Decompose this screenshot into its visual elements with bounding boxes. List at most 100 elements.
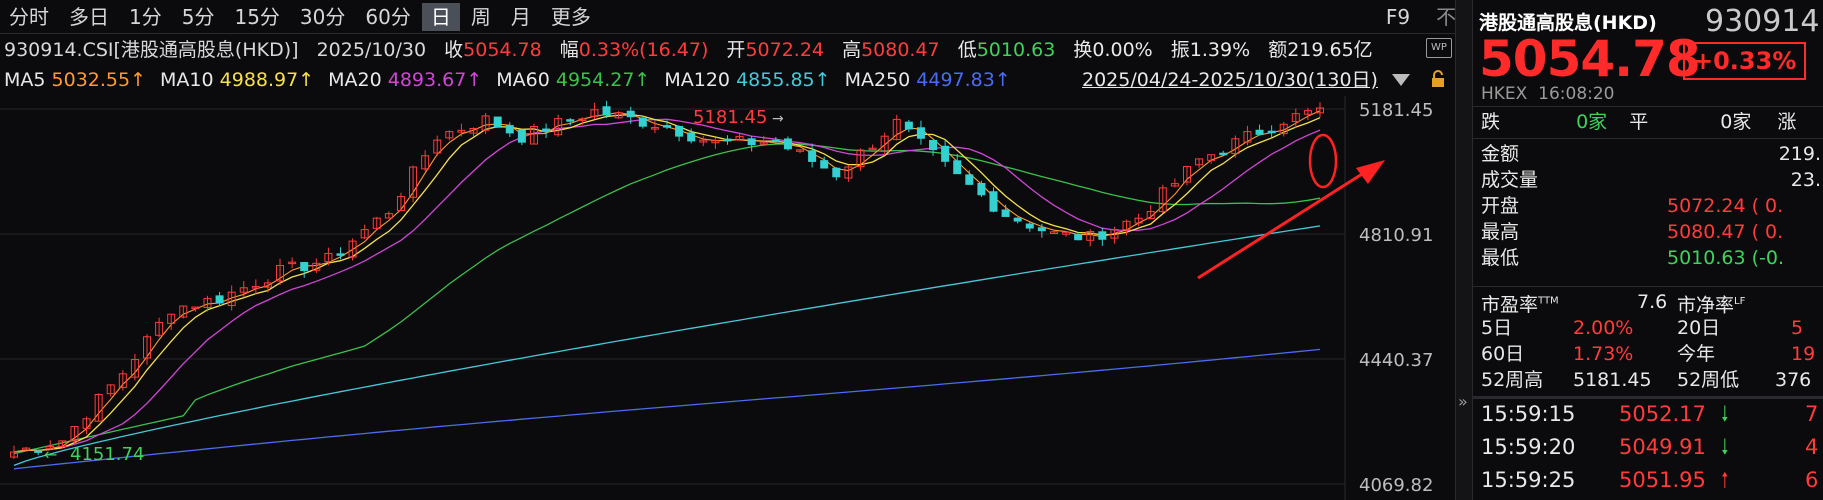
candle-body bbox=[1062, 231, 1071, 235]
arrowhead-icon bbox=[1356, 160, 1385, 184]
candle-body bbox=[215, 295, 224, 304]
lock-icon[interactable] bbox=[1430, 70, 1446, 88]
w52-low-label: 52周低 bbox=[1677, 369, 1740, 391]
candle-body bbox=[687, 132, 696, 142]
low-label: 低 bbox=[957, 39, 977, 61]
candle-body bbox=[1170, 183, 1179, 187]
detail-row: 成交量 23. bbox=[1481, 166, 1821, 194]
candle-body bbox=[1231, 138, 1240, 155]
tab-8[interactable]: 周 bbox=[470, 4, 491, 29]
candle-body bbox=[723, 138, 732, 142]
detail-row: 最高 5080.47 ( 0. bbox=[1481, 218, 1821, 246]
candle-body bbox=[1122, 220, 1131, 231]
candle-body bbox=[1074, 234, 1083, 241]
candle-body bbox=[1013, 217, 1022, 222]
detail-row: 开盘 5072.24 ( 0. bbox=[1481, 192, 1821, 220]
candle-body bbox=[1037, 227, 1046, 232]
change-value: 0.33%(16.47) bbox=[578, 39, 709, 61]
ma-item-ma20: MA20 4893.67↑ bbox=[328, 69, 483, 91]
tab-3[interactable]: 5分 bbox=[181, 4, 215, 29]
candle-body bbox=[1219, 152, 1228, 156]
candle-body bbox=[1291, 113, 1300, 123]
ma-item-ma250: MA250 4497.83↑ bbox=[844, 69, 1011, 91]
candle-body bbox=[711, 140, 720, 144]
dropdown-triangle-icon[interactable] bbox=[1392, 74, 1410, 86]
candle-body bbox=[312, 262, 321, 271]
candle-body bbox=[300, 262, 309, 272]
tab-6[interactable]: 60分 bbox=[365, 4, 411, 29]
detail-value: 219. bbox=[1778, 143, 1821, 165]
tab-2[interactable]: 1分 bbox=[129, 4, 162, 29]
candle-body bbox=[796, 149, 805, 152]
min-price-label: 4151.74 bbox=[70, 444, 144, 465]
candle-body bbox=[10, 451, 18, 458]
flat-count: 0家 bbox=[1720, 111, 1752, 133]
last-price: 5054.78 bbox=[1479, 30, 1701, 88]
tab-4[interactable]: 15分 bbox=[234, 4, 280, 29]
candle-body bbox=[868, 147, 877, 151]
candle-body bbox=[1098, 231, 1107, 240]
candle-body bbox=[251, 286, 260, 289]
candle-body bbox=[409, 166, 418, 198]
detail-label: 最高 bbox=[1481, 221, 1520, 243]
candle-body bbox=[324, 252, 333, 263]
open-value: 5072.24 bbox=[745, 39, 825, 61]
pe-value: 7.6 bbox=[1637, 291, 1668, 313]
ma-item-ma120: MA120 4855.85↑ bbox=[664, 69, 831, 91]
candle-body bbox=[941, 145, 950, 162]
date-range-selector[interactable]: 2025/04/24-2025/10/30(130日) bbox=[1082, 69, 1378, 91]
candle-body bbox=[638, 117, 647, 127]
candle-body bbox=[46, 445, 55, 450]
candle-body bbox=[771, 139, 780, 143]
wp-badge-icon[interactable]: WP bbox=[1426, 38, 1452, 58]
detail-value: 5072.24 ( 0. bbox=[1667, 195, 1784, 217]
amplitude-value: 1.39% bbox=[1189, 39, 1251, 61]
candle-body bbox=[336, 253, 345, 256]
arrow-down-icon: 🠓 bbox=[1721, 435, 1729, 459]
candle-body bbox=[1158, 187, 1167, 213]
candle-body bbox=[892, 118, 901, 141]
max-arrow-icon: → bbox=[772, 111, 784, 127]
w52-high-label: 52周高 bbox=[1481, 369, 1544, 391]
up-label: 涨 bbox=[1777, 111, 1797, 133]
ma5-line bbox=[13, 110, 1321, 453]
candle-body bbox=[481, 115, 490, 131]
tab-5[interactable]: 30分 bbox=[299, 4, 346, 29]
tab-0[interactable]: 分时 bbox=[9, 4, 49, 29]
down-label: 跌 bbox=[1481, 111, 1501, 133]
turnover-label: 换 bbox=[1073, 39, 1093, 61]
w52-high-value: 5181.45 bbox=[1573, 369, 1652, 391]
performance-row: 5日 2.00% 20日 5 bbox=[1481, 317, 1804, 339]
candle-body bbox=[844, 166, 853, 179]
candle-body bbox=[191, 306, 200, 310]
detail-label: 最低 bbox=[1481, 247, 1520, 269]
panel-collapse-handle[interactable]: » bbox=[1455, 0, 1473, 500]
candle-body bbox=[1195, 158, 1204, 166]
candle-body bbox=[832, 167, 841, 178]
ma250-line bbox=[13, 348, 1321, 470]
amount-value: 219.65亿 bbox=[1287, 39, 1373, 61]
tab-7[interactable]: 日 bbox=[421, 2, 460, 31]
toolbar-item-0[interactable]: F9 bbox=[1385, 5, 1411, 29]
quote-side-panel: 港股通高股息(HKD) 930914 5054.78 +0.33% HKEX 1… bbox=[1473, 0, 1823, 500]
quote-info-line: 930914.CSI[港股通高股息(HKD)] 2025/10/30 收5054… bbox=[4, 36, 1385, 64]
change-label: 幅 bbox=[559, 39, 579, 61]
candle-body bbox=[22, 447, 31, 451]
candle-body bbox=[856, 149, 865, 168]
exchange: HKEX bbox=[1481, 84, 1528, 104]
candle-body bbox=[566, 119, 575, 122]
candle-body bbox=[1146, 211, 1155, 220]
candle-body bbox=[288, 261, 297, 265]
tab-9[interactable]: 月 bbox=[510, 4, 531, 29]
w52-low-value: 376 bbox=[1775, 369, 1812, 391]
candle-body bbox=[675, 125, 684, 137]
y-tick-label: 4810.91 bbox=[1359, 225, 1433, 246]
candlestick-chart[interactable]: 5181.45 4810.91 4440.37 4069.82 5181.45 → 4151… bbox=[0, 96, 1455, 500]
candle-body bbox=[1182, 166, 1191, 183]
quote-time: 16:08:20 bbox=[1538, 84, 1615, 104]
quote-date: 2025/10/30 bbox=[316, 39, 427, 61]
y-tick-label: 4069.82 bbox=[1359, 475, 1433, 496]
tab-10[interactable]: 更多 bbox=[550, 4, 591, 29]
tab-1[interactable]: 多日 bbox=[69, 4, 109, 29]
candle-body bbox=[747, 138, 756, 146]
